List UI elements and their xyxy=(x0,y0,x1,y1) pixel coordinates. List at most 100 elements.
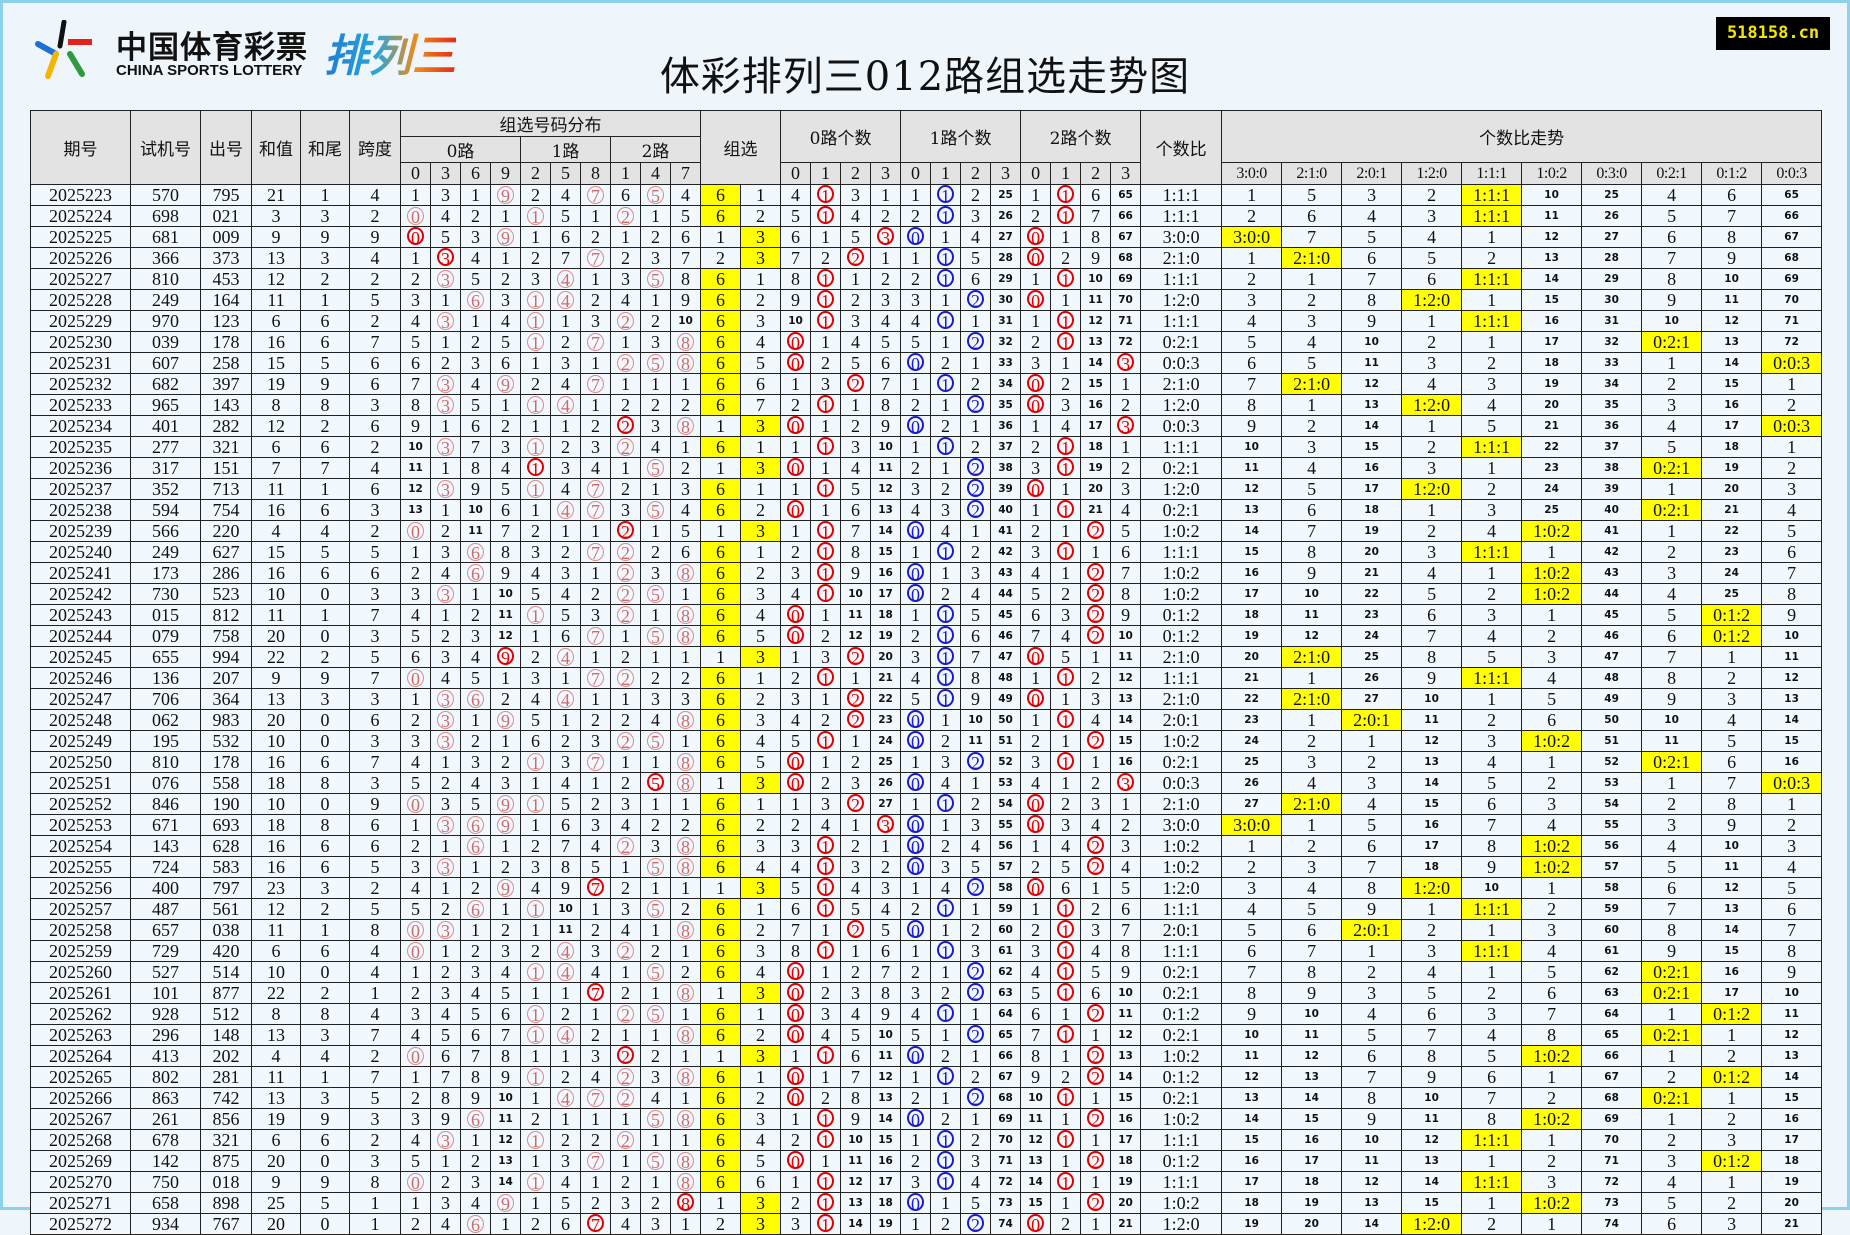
group-six: 6 xyxy=(700,394,742,416)
ratio-trend-omission: 37 xyxy=(1581,436,1643,458)
c0-count-omission: 18 xyxy=(870,604,902,626)
sum-value: 25 xyxy=(251,1192,301,1214)
header-c2-count-3: 3 xyxy=(1110,162,1142,185)
draw-number: 514 xyxy=(200,961,252,983)
distribution-hit: 5 xyxy=(640,1150,671,1172)
c2-count-hit: 1 xyxy=(1050,499,1082,521)
distribution-omission: 3 xyxy=(430,646,461,668)
ratio-trend-omission: 1 xyxy=(1401,415,1463,437)
distribution-omission: 5 xyxy=(550,1192,581,1214)
ratio-trend-omission: 64 xyxy=(1581,1003,1643,1025)
ratio-trend-omission: 5 xyxy=(1641,205,1703,227)
draw-number: 758 xyxy=(200,625,252,647)
count-ratio: 1:1:1 xyxy=(1140,205,1223,227)
distribution-omission: 1 xyxy=(460,184,491,206)
distribution-omission: 1 xyxy=(580,268,611,290)
distribution-omission: 3 xyxy=(400,856,431,878)
distribution-omission: 1 xyxy=(640,751,671,773)
c2-count-hit: 2 xyxy=(1080,1003,1112,1025)
c0-count-omission: 9 xyxy=(840,562,872,584)
site-badge[interactable]: 518158.cn xyxy=(1716,17,1830,50)
ratio-trend-omission: 19 xyxy=(1521,373,1583,395)
c1-count-omission: 48 xyxy=(990,667,1022,689)
ratio-trend-omission: 19 xyxy=(1221,625,1283,647)
ratio-trend-omission: 6 xyxy=(1281,919,1343,941)
hit-circle: 5 xyxy=(647,773,664,793)
header-c2-count-2: 2 xyxy=(1080,162,1112,185)
distribution-hit: 7 xyxy=(580,982,611,1004)
distribution-omission: 10 xyxy=(400,436,431,458)
count-ratio: 2:1:0 xyxy=(1140,373,1223,395)
count-ratio: 1:1:1 xyxy=(1140,436,1223,458)
c1-count-omission: 4 xyxy=(960,835,992,857)
distribution-hit: 5 xyxy=(640,625,671,647)
distribution-omission: 1 xyxy=(460,856,491,878)
ratio-trend-omission: 2 xyxy=(1641,793,1703,815)
ratio-trend-omission: 5 xyxy=(1281,898,1343,920)
c1-count-hit: 2 xyxy=(960,289,992,311)
distribution-hit: 8 xyxy=(669,625,702,647)
distribution-hit: 8 xyxy=(669,352,702,374)
distribution-hit: 8 xyxy=(669,856,702,878)
distribution-omission: 1 xyxy=(400,184,431,206)
hit-circle: 6 xyxy=(467,1214,484,1234)
table-row: 2025247 706 364 13 3 3 1 3 6 2 4 4 1 1 3 3 6 2 3 1 2 22 5 1 9 49 0… xyxy=(30,688,1823,710)
sum-tail: 8 xyxy=(300,394,350,416)
c2-count-omission: 16 xyxy=(1110,751,1142,773)
c0-count-hit: 0 xyxy=(780,352,812,374)
c2-count-omission: 3 xyxy=(1080,793,1112,815)
c0-count-omission: 1 xyxy=(780,1108,812,1130)
distribution-omission: 3 xyxy=(640,835,671,857)
c0-count-omission: 2 xyxy=(810,1087,842,1109)
c2-count-omission: 65 xyxy=(1110,184,1142,206)
distribution-omission: 4 xyxy=(430,562,461,584)
hit-circle: 2 xyxy=(847,647,865,667)
distribution-omission: 1 xyxy=(669,940,702,962)
ratio-trend-hit: 0:1:2 xyxy=(1701,1003,1763,1025)
issue-number: 2025260 xyxy=(30,961,131,983)
hit-circle: 1 xyxy=(937,437,955,457)
hit-circle: 0 xyxy=(787,1004,805,1024)
ratio-trend-omission: 16 xyxy=(1521,310,1583,332)
c0-count-omission: 5 xyxy=(840,898,872,920)
distribution-omission: 11 xyxy=(400,457,431,479)
distribution-omission: 2 xyxy=(550,541,581,563)
c1-count-omission: 1 xyxy=(900,877,932,899)
hit-circle: 9 xyxy=(497,185,514,205)
distribution-omission: 4 xyxy=(400,751,431,773)
distribution-omission: 1 xyxy=(520,814,551,836)
distribution-omission: 2 xyxy=(669,898,702,920)
group-three: 3 xyxy=(740,940,782,962)
distribution-omission: 4 xyxy=(460,772,491,794)
c1-count-hit: 1 xyxy=(930,1066,962,1088)
ratio-trend-omission: 3 xyxy=(1401,541,1463,563)
hit-circle: 0 xyxy=(787,626,805,646)
hit-circle: 1 xyxy=(817,878,835,898)
ratio-trend-omission: 11 xyxy=(1281,604,1343,626)
hit-circle: 0 xyxy=(907,836,925,856)
ratio-trend-omission: 15 xyxy=(1281,1108,1343,1130)
ratio-trend-hit: 1:2:0 xyxy=(1401,289,1463,311)
issue-number: 2025236 xyxy=(30,457,131,479)
ratio-trend-omission: 19 xyxy=(1281,1192,1343,1214)
c2-count-omission: 10 xyxy=(1110,625,1142,647)
distribution-omission: 1 xyxy=(640,982,671,1004)
table-row: 2025266 863 742 13 3 5 2 8 9 10 1 4 7 2 4 1 6 2 0 2 8 13 2 1 2 68… xyxy=(30,1087,1823,1109)
c2-count-omission: 1 xyxy=(1080,1129,1112,1151)
hit-circle: 2 xyxy=(967,1025,985,1045)
distribution-omission: 4 xyxy=(400,1129,431,1151)
group-three: 1 xyxy=(740,184,782,206)
ratio-trend-omission: 25 xyxy=(1221,751,1283,773)
hit-circle: 0 xyxy=(407,227,424,247)
hit-circle: 0 xyxy=(407,521,424,541)
distribution-omission: 8 xyxy=(490,1045,521,1067)
draw-number: 281 xyxy=(200,1066,252,1088)
distribution-hit: 2 xyxy=(610,940,641,962)
c0-count-hit: 1 xyxy=(810,184,842,206)
distribution-omission: 1 xyxy=(430,331,461,353)
c0-count-hit: 0 xyxy=(780,1024,812,1046)
distribution-omission: 2 xyxy=(520,184,551,206)
test-number: 076 xyxy=(130,772,201,794)
distribution-omission: 1 xyxy=(610,1108,641,1130)
distribution-hit: 1 xyxy=(520,205,551,227)
